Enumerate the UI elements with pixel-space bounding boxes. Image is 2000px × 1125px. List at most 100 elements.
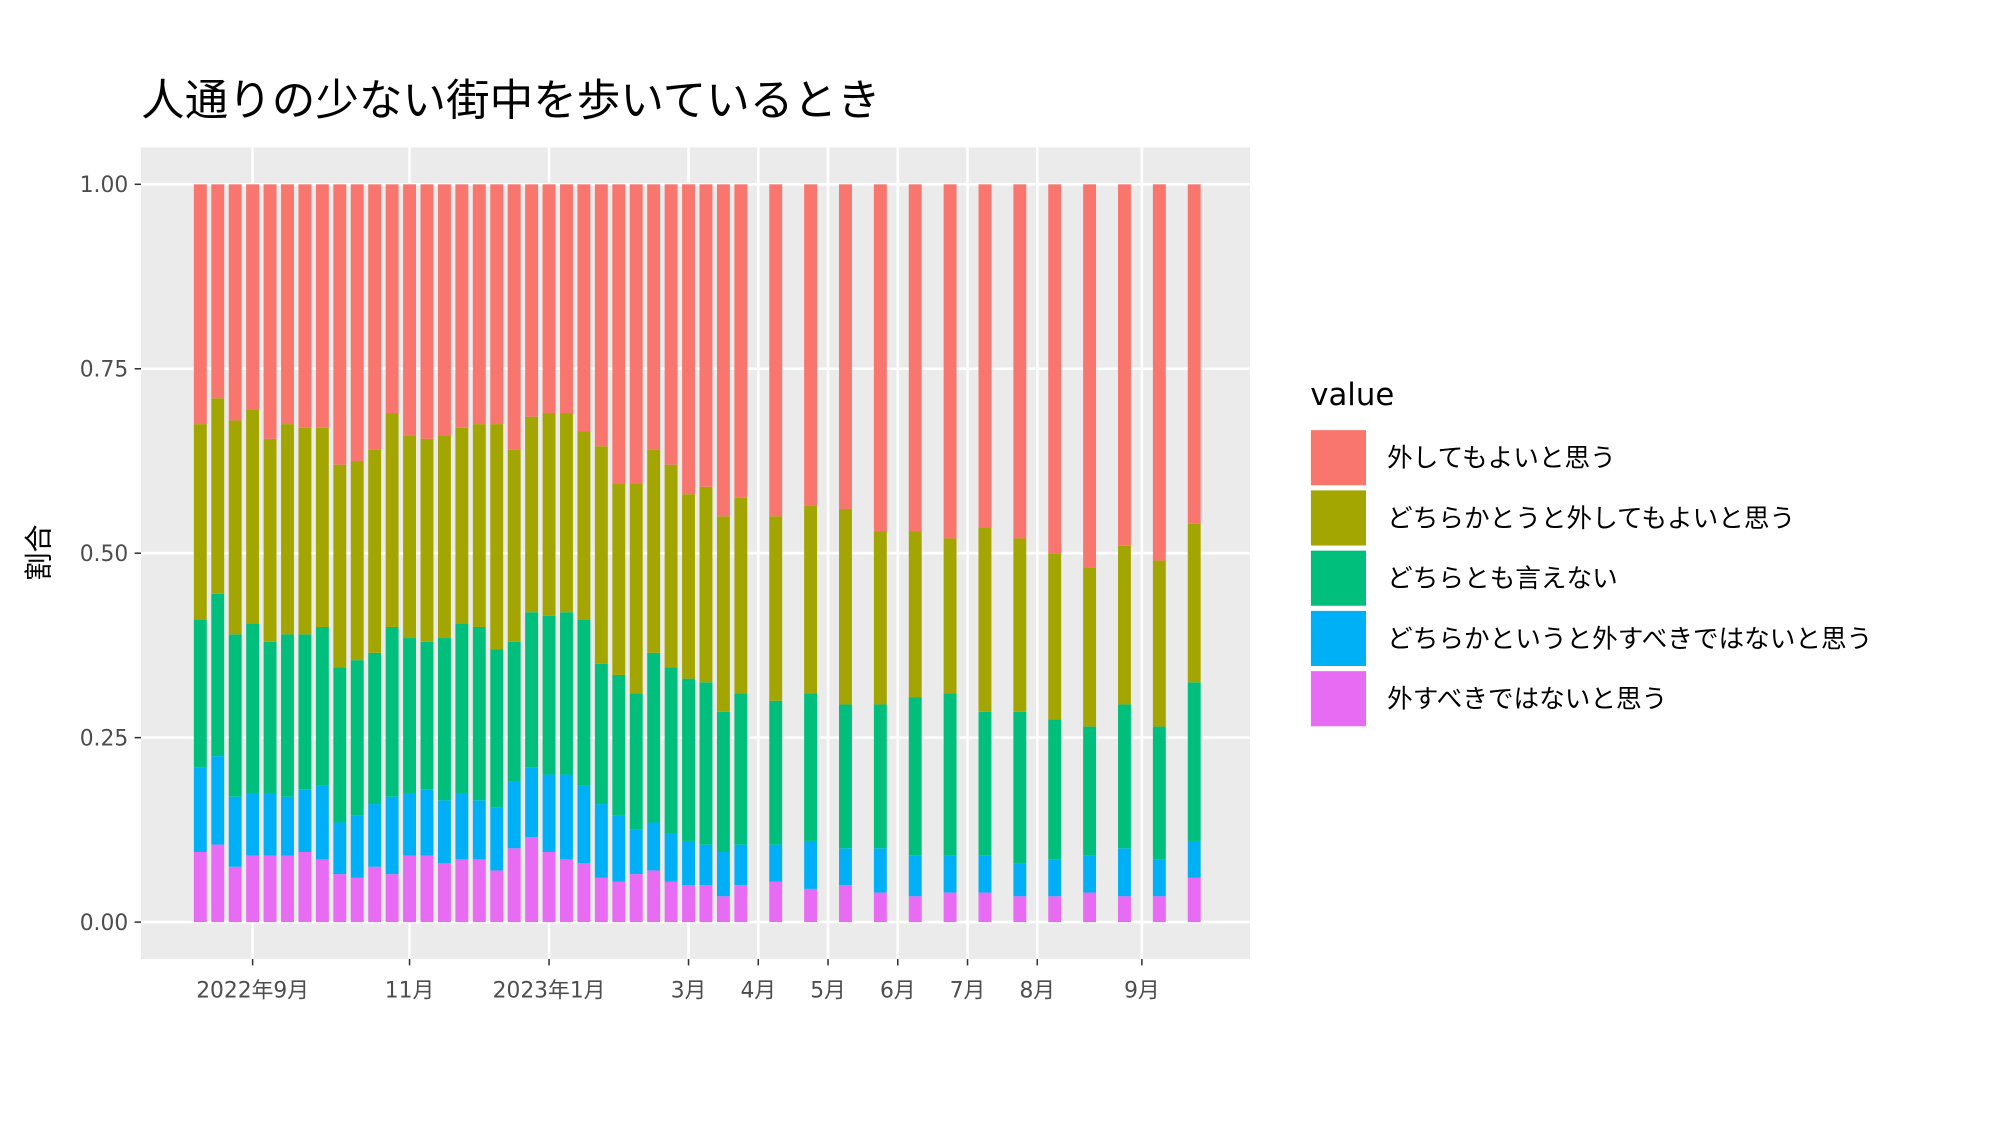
bar-segment <box>455 623 469 793</box>
bar-segment <box>385 184 399 414</box>
bar-segment <box>769 184 783 517</box>
bar-segment <box>472 424 486 627</box>
bar-segment <box>298 427 312 635</box>
chart-title: 人通りの少ない街中を歩いているとき <box>141 76 881 126</box>
bar-segment <box>699 184 713 487</box>
bar-segment <box>420 789 434 856</box>
bar-segment <box>769 844 783 882</box>
legend-key <box>1309 549 1368 608</box>
bar-segment <box>228 420 242 635</box>
bar-segment <box>350 660 364 816</box>
bar-segment <box>228 184 242 421</box>
bar-segment <box>385 626 399 797</box>
bar-segment <box>403 855 417 923</box>
bar-segment <box>193 619 207 768</box>
bar-segment <box>1048 553 1062 720</box>
bar-segment <box>298 851 312 923</box>
bar-segment <box>368 184 382 450</box>
bar-segment <box>525 416 539 613</box>
bar-segment <box>228 866 242 923</box>
bar-segment <box>594 446 608 664</box>
bar-segment <box>612 815 626 882</box>
bar-segment <box>228 634 242 797</box>
bar-segment <box>298 789 312 852</box>
bar-segment <box>437 800 451 864</box>
legend-label: 外すべきではないと思う <box>1387 685 1667 715</box>
bar-segment <box>594 663 608 805</box>
x-tick-label: 4月 <box>740 978 776 1003</box>
bar-segment <box>281 634 294 797</box>
bar-segment <box>1083 855 1097 893</box>
x-tick-label: 9月 <box>1124 978 1160 1003</box>
bar-segment <box>542 774 556 852</box>
bar-segment <box>525 767 539 838</box>
bar-segment <box>1048 719 1062 860</box>
x-tick-label: 2023年1月 <box>493 978 606 1003</box>
bar-segment <box>594 184 608 447</box>
bar-segment <box>490 184 504 425</box>
bar-segment <box>1083 184 1097 568</box>
bar-segment <box>873 892 887 923</box>
bar-segment <box>682 840 695 886</box>
bar-segment <box>908 184 922 532</box>
bar-segment <box>1083 892 1097 923</box>
bar-segment <box>612 881 626 923</box>
bar-segment <box>525 612 539 768</box>
bar-segment <box>629 184 643 484</box>
bar-segment <box>281 184 294 425</box>
bar-segment <box>577 619 591 786</box>
bar-segment <box>612 483 626 675</box>
legend-title: value <box>1310 377 1394 413</box>
bar-segment <box>263 855 277 923</box>
bar-segment <box>1152 859 1166 897</box>
bar-segment <box>699 885 713 923</box>
bar-segment <box>664 667 678 834</box>
bar-segment <box>873 704 887 849</box>
bar-segment <box>437 184 451 436</box>
bar-segment <box>350 460 364 661</box>
bar-segment <box>734 693 748 845</box>
legend-key <box>1309 428 1368 487</box>
bar-segment <box>211 184 225 399</box>
bar-segment <box>246 623 260 793</box>
bar-segment <box>437 863 451 923</box>
bar-segment <box>612 674 626 816</box>
bar-segment <box>716 184 730 517</box>
bar-segment <box>716 851 730 897</box>
bar-segment <box>839 885 852 923</box>
bar-segment <box>629 874 643 923</box>
bar-segment <box>1187 682 1201 841</box>
bar-segment <box>1187 877 1201 923</box>
y-axis-label: 割合 <box>23 524 56 580</box>
bar-segment <box>1118 545 1131 705</box>
bar-segment <box>472 800 486 860</box>
bar-segment <box>1083 567 1097 727</box>
bar-segment <box>263 184 277 439</box>
legend-label: どちらかというと外すべきではないと思う <box>1387 624 1872 654</box>
bar-segment <box>978 855 992 893</box>
bar-segment <box>804 184 818 506</box>
bar-segment <box>472 184 486 425</box>
bar-segment <box>1118 896 1131 923</box>
bar-segment <box>1152 896 1166 923</box>
bar-segment <box>228 796 242 867</box>
bar-segment <box>1048 896 1062 923</box>
bar-segment <box>1118 848 1131 897</box>
bar-segment <box>716 711 730 852</box>
bar-segment <box>978 711 992 856</box>
bar-segment <box>769 881 783 923</box>
bar-segment <box>943 892 957 923</box>
legend-label: 外してもよいと思う <box>1387 444 1616 474</box>
bar-segment <box>472 626 486 801</box>
bar-segment <box>437 435 451 639</box>
bar-segment <box>873 848 887 893</box>
bar-segment <box>368 449 382 653</box>
bar-segment <box>943 538 957 694</box>
bar-segment <box>1187 184 1201 524</box>
bar-segment <box>1152 726 1166 860</box>
bar-segment <box>455 184 469 428</box>
bar-segment <box>943 184 957 539</box>
bar-segment <box>560 774 573 860</box>
bar-segment <box>263 641 277 793</box>
bar-segment <box>298 634 312 790</box>
